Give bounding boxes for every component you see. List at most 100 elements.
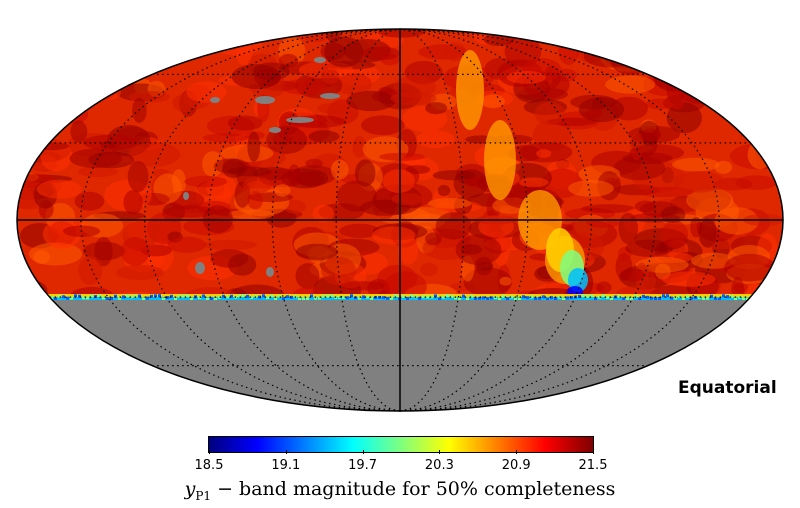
meridian-line — [144, 28, 401, 412]
edge-noise — [126, 294, 129, 298]
coverage-texture — [164, 45, 199, 56]
edge-noise — [482, 296, 485, 300]
coverage-texture — [127, 160, 149, 193]
edge-noise — [206, 297, 209, 301]
edge-noise — [590, 294, 593, 298]
coverage-texture — [324, 36, 364, 68]
coverage-texture — [435, 212, 472, 240]
edge-noise — [266, 296, 269, 300]
coverage-texture — [108, 62, 123, 82]
coverage-texture — [690, 252, 736, 269]
coverage-texture — [28, 242, 83, 266]
edge-noise — [170, 294, 173, 298]
coverage-texture — [116, 265, 164, 281]
edge-noise — [434, 294, 437, 298]
edge-noise — [706, 296, 709, 300]
edge-noise — [58, 294, 61, 298]
edge-noise — [534, 297, 537, 301]
coverage-low-depth — [568, 268, 588, 292]
edge-noise — [478, 296, 481, 300]
edge-noise — [734, 297, 737, 301]
coverage-texture — [308, 130, 340, 143]
coverage-texture — [320, 69, 340, 84]
coverage-texture — [637, 186, 694, 198]
edge-noise — [506, 297, 509, 301]
edge-noise — [210, 297, 213, 301]
edge-noise — [278, 294, 281, 298]
edge-noise — [538, 296, 541, 300]
edge-noise — [630, 296, 633, 300]
edge-noise — [598, 295, 601, 299]
edge-noise — [722, 294, 725, 298]
edge-noise — [370, 296, 373, 300]
edge-noise — [214, 297, 217, 301]
edge-noise — [382, 296, 385, 300]
coverage-texture — [78, 255, 103, 285]
coverage-texture — [658, 47, 695, 66]
coverage-texture — [578, 36, 592, 53]
coverage-texture — [330, 159, 349, 180]
coverage-texture — [372, 226, 416, 245]
coverage-texture — [605, 75, 656, 94]
coverage-texture — [123, 189, 143, 215]
coverage-texture — [662, 271, 716, 287]
edge-noise — [554, 297, 557, 301]
edge-noise — [158, 294, 161, 298]
coverage-texture — [99, 35, 152, 47]
coverage-texture — [203, 239, 258, 251]
coverage-texture — [756, 110, 776, 131]
edge-noise — [218, 295, 221, 299]
colorbar-tick-mark — [209, 450, 210, 454]
coverage-texture — [17, 272, 33, 286]
coverage-texture — [163, 205, 216, 218]
coverage-texture — [729, 48, 777, 66]
coverage-texture — [670, 53, 705, 83]
coverage-texture — [425, 102, 448, 115]
coverage-streak — [456, 50, 484, 130]
coverage-texture — [738, 118, 759, 139]
coverage-texture — [71, 36, 99, 49]
edge-noise — [102, 296, 105, 300]
edge-noise — [730, 295, 733, 299]
edge-noise — [258, 295, 261, 299]
edge-noise — [230, 294, 233, 298]
coverage-texture — [333, 72, 372, 95]
edge-noise — [106, 297, 109, 301]
no-data-patch — [314, 57, 326, 63]
coverage-texture — [700, 71, 749, 92]
colorbar-tick-label: 20.9 — [501, 458, 531, 473]
coverage-texture — [128, 142, 181, 167]
coverage-texture — [444, 42, 466, 62]
edge-noise — [746, 297, 749, 301]
edge-noise — [718, 297, 721, 301]
colorbar-tick-label: 18.5 — [194, 458, 224, 473]
coverage-texture — [740, 59, 776, 83]
edge-noise — [346, 296, 349, 300]
coverage-texture — [70, 120, 88, 143]
coverage-texture — [69, 148, 123, 169]
edge-noise — [342, 295, 345, 299]
coverage-texture — [660, 206, 686, 224]
edge-noise — [486, 297, 489, 301]
edge-noise — [294, 295, 297, 299]
coverage-texture — [596, 281, 612, 294]
coverage-texture — [711, 29, 729, 40]
edge-noise — [150, 294, 153, 298]
edge-noise — [310, 294, 313, 298]
coverage-texture — [338, 281, 387, 291]
edge-noise — [618, 295, 621, 299]
coverage-texture — [228, 166, 272, 177]
coverage-texture — [321, 256, 356, 286]
coverage-texture — [629, 144, 685, 162]
edge-noise — [542, 295, 545, 299]
coverage-texture — [56, 92, 85, 112]
colorbar-label-text: − band magnitude for 50% completeness — [211, 478, 616, 500]
edge-noise — [130, 295, 133, 299]
edge-noise — [646, 295, 649, 299]
coverage-texture — [758, 78, 783, 102]
coverage-texture — [247, 191, 264, 210]
coverage-texture — [405, 165, 431, 175]
coverage-texture — [339, 223, 380, 239]
coverage-texture — [378, 152, 426, 161]
coverage-texture — [360, 115, 405, 136]
